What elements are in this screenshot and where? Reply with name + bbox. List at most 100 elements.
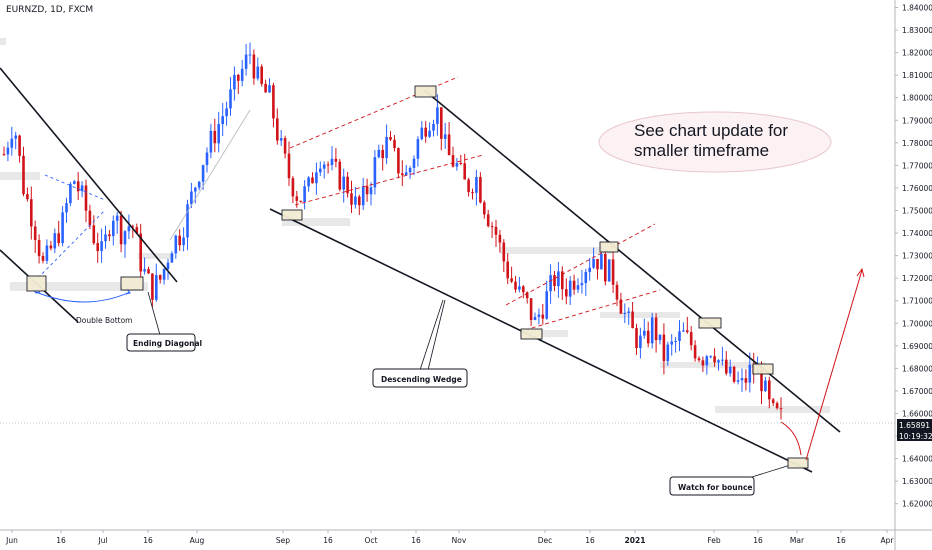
pivot-box — [520, 328, 543, 340]
candle-body — [319, 168, 322, 173]
candle-body — [92, 225, 96, 244]
x-tick-label: 16 — [585, 536, 595, 545]
ending-diagonal-pointer — [147, 291, 161, 336]
y-tick-label: 1.73000 — [902, 252, 932, 261]
x-tick-label: 16 — [836, 536, 846, 545]
candle-body — [41, 256, 45, 261]
candle-body — [295, 196, 299, 201]
note-line-1: See chart update for — [634, 121, 788, 140]
countdown: 10:19:32 — [899, 432, 932, 441]
candle-body — [572, 280, 576, 290]
candle-body — [678, 331, 681, 341]
candle-body — [721, 359, 724, 361]
candle-body — [764, 380, 767, 392]
candle-body — [307, 177, 310, 187]
price-zone — [0, 172, 40, 180]
candle-body — [2, 154, 6, 156]
candle-body — [358, 196, 361, 206]
candle-body — [686, 330, 689, 333]
x-tick-label: 2021 — [625, 536, 646, 545]
candle-body — [584, 272, 588, 284]
candle-body — [416, 139, 420, 159]
candle-body — [350, 193, 353, 205]
candle-body — [514, 281, 517, 290]
pivot-box — [414, 85, 437, 98]
candle-body — [143, 269, 146, 272]
candle-body — [57, 233, 60, 244]
candle-body — [728, 366, 732, 374]
candle-body — [311, 177, 314, 184]
candle-body — [326, 164, 330, 166]
x-tick-label: Jul — [97, 536, 107, 545]
candle-body — [233, 74, 236, 90]
pivot-box — [26, 275, 47, 292]
candle-body — [225, 108, 228, 117]
price-zone — [600, 312, 680, 318]
candle-body — [6, 147, 10, 155]
candle-body — [537, 314, 541, 317]
note-line-2: smaller timeframe — [634, 141, 769, 160]
y-tick-label: 1.72000 — [902, 274, 932, 283]
candle-body — [49, 245, 53, 249]
candle-body — [611, 259, 615, 285]
candle-body — [568, 280, 572, 297]
candle-body — [748, 364, 752, 383]
descending-wedge-callout — [372, 368, 468, 388]
candle-body — [248, 54, 252, 56]
candle-body — [18, 135, 21, 156]
candle-body — [717, 360, 720, 363]
y-tick-label: 1.66000 — [902, 410, 932, 419]
candle-body — [596, 259, 599, 270]
candle-body — [646, 330, 650, 344]
price-tags: 1.65891 10:19:32 — [897, 419, 932, 441]
x-tick-label: Dec — [538, 536, 553, 545]
y-tick-label: 1.81000 — [902, 71, 932, 80]
candle-body — [459, 163, 463, 164]
pivot-box — [752, 363, 774, 375]
channel2-upper — [505, 223, 656, 306]
pivot-box — [599, 241, 619, 253]
candle-body — [635, 328, 638, 348]
candle-body — [650, 317, 654, 344]
candle-body — [576, 285, 580, 290]
candle-body — [561, 271, 564, 290]
candle-body — [588, 267, 591, 273]
projection-curve — [780, 421, 802, 456]
candle-body — [549, 275, 552, 292]
candle-body — [334, 158, 338, 162]
double-bottom-label: Double Bottom — [76, 316, 132, 325]
candle-body — [213, 130, 217, 144]
candle-body — [506, 261, 509, 279]
pivot-box — [120, 276, 144, 291]
candle-body — [580, 283, 584, 286]
candle-body — [80, 185, 84, 192]
candle-body — [467, 179, 470, 193]
candle-body — [84, 185, 88, 211]
candle-body — [283, 138, 287, 154]
y-tick-label: 1.69000 — [902, 342, 932, 351]
candle-body — [14, 135, 17, 139]
candle-body — [88, 210, 92, 226]
candle-body — [315, 172, 318, 184]
candle-body — [490, 226, 494, 228]
candle-body — [518, 286, 521, 290]
candle-body — [455, 163, 459, 167]
candle-body — [627, 311, 630, 313]
candle-body — [272, 85, 275, 119]
candle-body — [604, 254, 607, 282]
candle-body — [697, 358, 701, 361]
candle-body — [744, 378, 748, 383]
candle-body — [725, 359, 728, 374]
candle-body — [397, 148, 400, 174]
x-tick-label: Sep — [276, 536, 290, 545]
candle-body — [299, 200, 302, 202]
candle-body — [76, 181, 80, 192]
x-tick-label: Jun — [5, 536, 18, 545]
candle-body — [545, 291, 548, 319]
candle-body — [615, 284, 619, 300]
candles — [2, 42, 783, 420]
candle-body — [279, 138, 283, 141]
wedge-pointer-2 — [427, 299, 446, 371]
candle-body — [432, 123, 435, 131]
